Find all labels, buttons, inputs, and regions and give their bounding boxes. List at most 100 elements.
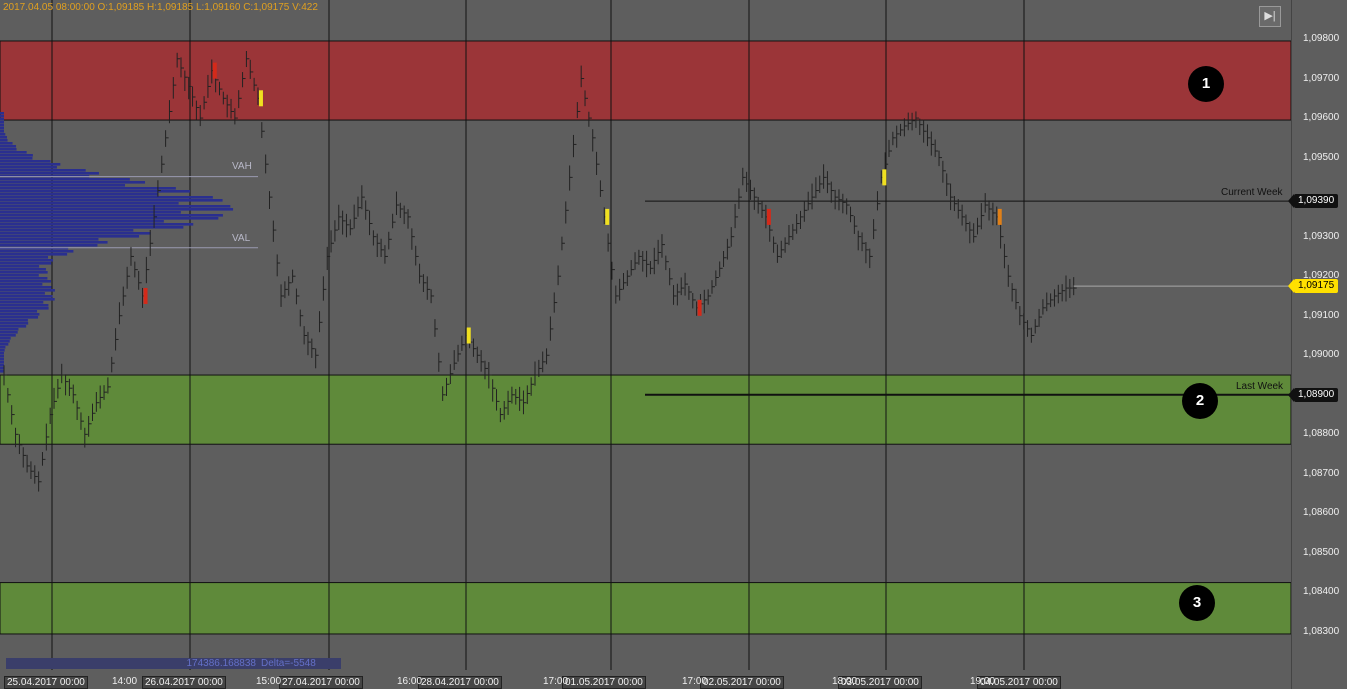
profile-bar-33 (0, 211, 181, 214)
profile-bar-20 (0, 172, 99, 175)
profile-bar-66 (0, 310, 38, 313)
zone-3 (0, 582, 1291, 635)
profile-bar-40 (0, 232, 151, 235)
profile-bar-13 (0, 151, 27, 154)
profile-bar-38 (0, 226, 184, 229)
zone-marker-2: 2 (1182, 383, 1218, 419)
profile-bar-48 (0, 256, 49, 259)
price-tick-label: 1,09600 (1303, 112, 1340, 124)
price-tick-label: 1,09800 (1303, 33, 1340, 44)
price-tick-label: 1,08300 (1303, 625, 1340, 637)
cluster-76 (882, 169, 887, 186)
profile-bar-86 (0, 370, 4, 373)
profile-bar-27 (0, 193, 158, 196)
profile-bar-12 (0, 148, 17, 151)
volume-total: 174386.168838 (6, 658, 262, 669)
profile-bar-15 (0, 157, 33, 160)
profile-bar-53 (0, 271, 48, 274)
cluster-60 (697, 299, 702, 316)
profile-bar-44 (0, 244, 98, 247)
profile-bar-60 (0, 292, 45, 295)
profile-bar-39 (0, 229, 134, 232)
profile-bar-74 (0, 334, 16, 337)
profile-bar-69 (0, 319, 28, 322)
val-label: VAL (232, 233, 251, 244)
profile-bar-76 (0, 340, 10, 343)
profile-bar-68 (0, 316, 39, 319)
time-label: 15:00 (256, 676, 282, 687)
price-tick-label: 1,09300 (1303, 230, 1340, 242)
profile-bar-67 (0, 313, 40, 316)
price-tick-label: 1,08400 (1303, 586, 1340, 598)
profile-bar-5 (0, 127, 4, 130)
current-week-label: Current Week (1221, 187, 1283, 198)
profile-bar-62 (0, 298, 55, 301)
cluster-22 (258, 90, 263, 107)
profile-bar-65 (0, 307, 49, 310)
profile-bar-55 (0, 277, 48, 280)
vah-label: VAH (232, 161, 252, 172)
profile-bar-83 (0, 361, 4, 364)
time-label: 16:00 (397, 676, 423, 687)
zone-1 (0, 40, 1291, 121)
price-axis[interactable]: 1,09800 1,09700 1,09600 1,09500 1,09300 1,092… (1287, 0, 1347, 689)
cluster-66 (766, 208, 771, 225)
profile-bar-28 (0, 196, 213, 199)
time-label: 19:00 (970, 676, 996, 687)
profile-bar-75 (0, 337, 11, 340)
profile-bar-7 (0, 133, 6, 136)
profile-bar-80 (0, 352, 4, 355)
time-label: 18:00 (832, 676, 858, 687)
profile-bar-30 (0, 202, 179, 205)
profile-bar-79 (0, 349, 5, 352)
zone-2 (0, 374, 1291, 445)
profile-bar-8 (0, 136, 7, 139)
profile-bar-45 (0, 247, 69, 250)
profile-bar-2 (0, 118, 4, 121)
cluster-12 (143, 287, 148, 304)
cluster-40 (466, 327, 471, 344)
profile-bar-9 (0, 139, 8, 142)
profile-bar-18 (0, 166, 57, 169)
profile-bar-77 (0, 343, 9, 346)
profile-bar-81 (0, 355, 4, 358)
profile-bar-64 (0, 304, 49, 307)
profile-bar-50 (0, 262, 52, 265)
time-label: 02.05.2017 00:00 (700, 676, 784, 689)
price-tick-label: 1,08500 (1303, 546, 1340, 558)
profile-bar-61 (0, 295, 53, 298)
profile-bar-56 (0, 280, 51, 283)
cluster-52 (605, 208, 610, 225)
current-price-tag: 1,09175 (1287, 279, 1339, 293)
profile-bar-36 (0, 220, 164, 223)
time-label: 17:00 (682, 676, 708, 687)
profile-bar-41 (0, 235, 140, 238)
profile-bar-29 (0, 199, 223, 202)
profile-bar-52 (0, 268, 46, 271)
zone-marker-3: 3 (1179, 585, 1215, 621)
profile-bar-47 (0, 253, 68, 256)
profile-bar-24 (0, 184, 126, 187)
profile-bar-82 (0, 358, 4, 361)
price-chart[interactable] (0, 0, 1291, 689)
time-label: 14:00 (112, 676, 138, 687)
profile-bar-37 (0, 223, 194, 226)
profile-bar-14 (0, 154, 33, 157)
profile-bar-22 (0, 178, 130, 181)
profile-bar-49 (0, 259, 54, 262)
last-week-price-tag: 1,08900 (1287, 388, 1339, 402)
profile-bar-25 (0, 187, 176, 190)
scroll-to-end-button[interactable]: ▶| (1259, 6, 1281, 27)
profile-bar-73 (0, 331, 18, 334)
profile-bar-42 (0, 238, 99, 241)
profile-bar-19 (0, 169, 86, 172)
profile-bar-35 (0, 217, 219, 220)
profile-bar-71 (0, 325, 27, 328)
price-tick-label: 1,09000 (1303, 349, 1340, 361)
price-tick-label: 1,09200 (1303, 270, 1340, 282)
ohlc-readout: 2017.04.05 08:00:00 O:1,09185 H:1,09185 … (3, 2, 318, 13)
profile-bar-59 (0, 289, 55, 292)
profile-bar-34 (0, 214, 223, 217)
cluster-18 (212, 62, 217, 79)
